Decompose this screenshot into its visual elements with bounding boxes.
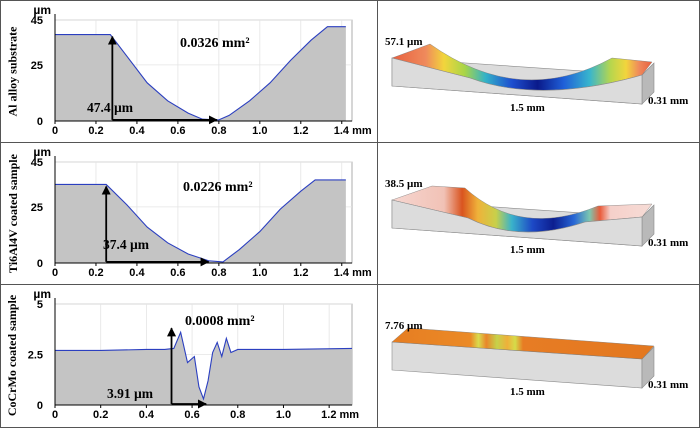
row-label-3: CoCrMo coated sample bbox=[0, 285, 26, 426]
scan-max-label: 57.1 µm bbox=[385, 36, 423, 48]
scan-width-label: 0.31 mm bbox=[648, 237, 688, 249]
depth-annotation: 37.4 µm bbox=[103, 237, 150, 252]
x-tick-label: 1.0 bbox=[276, 409, 291, 421]
profile-line bbox=[55, 179, 346, 263]
y-tick-label: 5 bbox=[37, 299, 43, 311]
x-tick-label: 1.0 bbox=[252, 267, 267, 279]
x-tick-label: 1.2 bbox=[293, 267, 308, 279]
scan-panel-2: 38.5 µm 1.5 mm 0.31 mm bbox=[385, 178, 688, 256]
x-tick-label: 1.4 mm bbox=[334, 125, 372, 137]
x-tick-label: 0.8 bbox=[211, 267, 226, 279]
x-tick-label: 1.2 mm bbox=[321, 409, 359, 421]
x-tick-label: 0.6 bbox=[170, 267, 185, 279]
y-unit-label: µm bbox=[33, 3, 51, 17]
scan-max-label: 7.76 µm bbox=[385, 320, 423, 332]
x-tick-label: 0.4 bbox=[139, 409, 155, 421]
x-tick-label: 0.8 bbox=[230, 409, 245, 421]
scan-width-label: 0.31 mm bbox=[648, 95, 688, 107]
y-unit-label: µm bbox=[33, 145, 51, 159]
row-label-1: Al alloy substrate bbox=[0, 1, 26, 142]
x-tick-label: 0 bbox=[52, 267, 58, 279]
y-unit-label: µm bbox=[33, 287, 51, 301]
x-tick-label: 1.4 mm bbox=[334, 267, 372, 279]
x-tick-label: 0 bbox=[52, 409, 58, 421]
x-tick-label: 0.2 bbox=[88, 267, 103, 279]
scan-panel-1: 57.1 µm 1.5 mm 0.31 mm bbox=[385, 36, 688, 114]
row-label-text: Ti6Al4V coated sample bbox=[5, 154, 20, 273]
profile-line bbox=[55, 26, 346, 121]
scan-block-front-cut bbox=[391, 57, 643, 105]
scan-length-label: 1.5 mm bbox=[510, 386, 545, 398]
x-tick-label: 1.0 bbox=[252, 125, 267, 137]
y-tick-label: 0 bbox=[37, 116, 43, 128]
y-tick-label: 0 bbox=[37, 258, 43, 270]
x-tick-label: 0.4 bbox=[129, 125, 145, 137]
scan-panel-3: 7.76 µm 1.5 mm 0.31 mm bbox=[385, 320, 688, 398]
y-tick-label: 25 bbox=[31, 60, 43, 72]
depth-annotation: 3.91 µm bbox=[107, 386, 154, 401]
row-label-2: Ti6Al4V coated sample bbox=[0, 143, 26, 284]
x-tick-label: 0.8 bbox=[211, 125, 226, 137]
x-tick-label: 0 bbox=[52, 125, 58, 137]
profile-area bbox=[55, 179, 346, 263]
scan-width-label: 0.31 mm bbox=[648, 379, 688, 391]
y-tick-label: 45 bbox=[31, 157, 43, 169]
row-label-text: Al alloy substrate bbox=[5, 26, 20, 117]
x-tick-label: 0.6 bbox=[184, 409, 199, 421]
y-tick-label: 2.5 bbox=[28, 350, 43, 362]
chart-panel-3: 0 0.2 0.4 0.6 0.8 1.0 1.2 mm 0 2.5 5µm 3.91 µm 0.00… bbox=[28, 287, 360, 421]
depth-annotation: 47.4 µm bbox=[87, 100, 134, 115]
x-tick-label: 0.6 bbox=[170, 125, 185, 137]
profile-area bbox=[55, 332, 352, 405]
x-tick-label: 0.2 bbox=[88, 125, 103, 137]
scan-length-label: 1.5 mm bbox=[510, 102, 545, 114]
profile-area bbox=[55, 26, 346, 121]
scan-block-front-cut bbox=[391, 199, 643, 247]
x-tick-label: 1.2 bbox=[293, 125, 308, 137]
scan-block-side bbox=[641, 346, 655, 389]
row-label-text: CoCrMo coated sample bbox=[5, 294, 20, 417]
y-tick-label: 0 bbox=[37, 400, 43, 412]
scan-length-label: 1.5 mm bbox=[510, 244, 545, 256]
x-tick-label: 0.2 bbox=[93, 409, 108, 421]
scan-max-label: 38.5 µm bbox=[385, 178, 423, 190]
y-tick-label: 25 bbox=[31, 202, 43, 214]
scan-top-surface bbox=[391, 327, 655, 360]
area-annotation: 0.0326 mm² bbox=[180, 36, 250, 51]
x-tick-label: 0.4 bbox=[129, 267, 145, 279]
y-tick-label: 45 bbox=[31, 15, 43, 27]
area-annotation: 0.0226 mm² bbox=[183, 180, 253, 195]
area-annotation: 0.0008 mm² bbox=[185, 314, 255, 329]
profile-line bbox=[55, 330, 353, 401]
